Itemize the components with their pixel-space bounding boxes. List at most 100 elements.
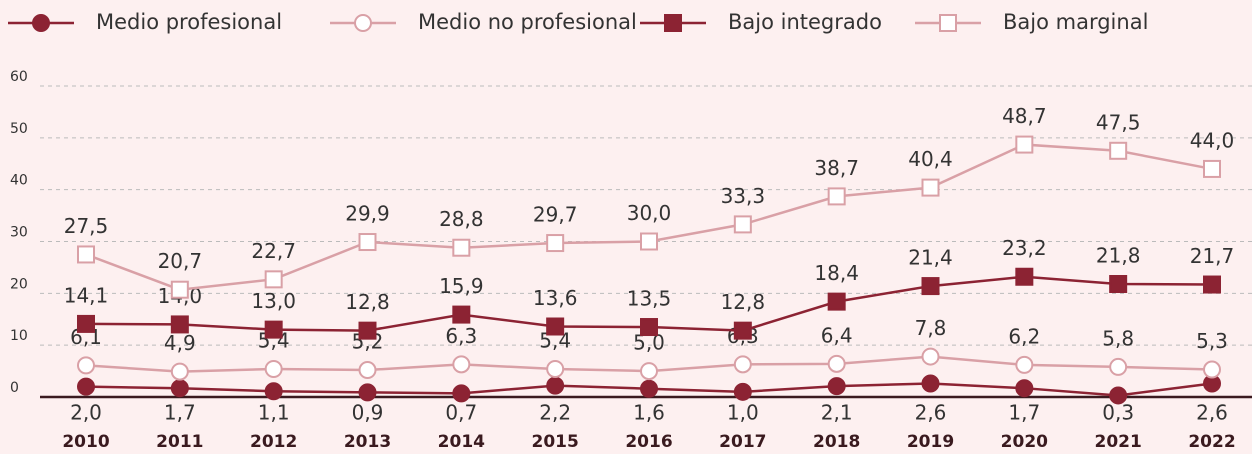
data-label: 6,2	[1008, 324, 1040, 348]
data-point	[1109, 357, 1128, 376]
data-point	[452, 305, 471, 324]
data-label: 7,8	[915, 316, 947, 340]
data-point	[827, 292, 846, 311]
data-point	[170, 362, 189, 381]
y-tick-label: 40	[10, 173, 28, 189]
x-tick-label: 2020	[1001, 432, 1048, 452]
data-label: 6,4	[821, 323, 853, 347]
data-label: 29,7	[533, 203, 578, 227]
y-tick-label: 30	[10, 225, 28, 241]
x-tick-label: 2010	[62, 432, 109, 452]
data-point	[1109, 141, 1128, 160]
data-label: 20,7	[158, 249, 203, 273]
data-label: 12,8	[345, 290, 390, 314]
data-label: 1,7	[164, 401, 196, 425]
data-label: 0,3	[1102, 401, 1134, 425]
data-label: 2,2	[539, 401, 571, 425]
data-point	[264, 360, 283, 379]
data-label: 21,8	[1096, 244, 1141, 268]
data-label: 33,3	[721, 184, 766, 208]
x-tick-label: 2013	[344, 432, 391, 452]
data-point	[546, 234, 565, 253]
data-label: 21,7	[1190, 244, 1235, 268]
data-point	[546, 360, 565, 379]
data-point	[827, 187, 846, 206]
y-tick-label: 0	[10, 380, 19, 396]
data-point	[733, 382, 752, 401]
x-tick-label: 2015	[532, 432, 579, 452]
x-tick-label: 2018	[813, 432, 860, 452]
y-tick-label: 60	[10, 69, 28, 85]
data-label: 5,8	[1102, 326, 1134, 350]
data-label: 2,0	[70, 401, 102, 425]
data-point	[1015, 267, 1034, 286]
x-tick-label: 2017	[719, 432, 766, 452]
data-point	[921, 347, 940, 366]
legend-marker	[32, 14, 50, 32]
data-point	[546, 317, 565, 336]
data-point	[827, 354, 846, 373]
data-label: 2,6	[915, 401, 947, 425]
data-point	[358, 233, 377, 252]
data-label: 18,4	[814, 261, 859, 285]
legend-label: Medio no profesional	[418, 10, 637, 34]
data-label: 13,6	[533, 286, 578, 310]
data-point	[77, 356, 95, 375]
x-tick-label: 2016	[625, 432, 672, 452]
data-point	[1203, 159, 1221, 178]
legend-label: Bajo integrado	[728, 10, 882, 34]
data-label: 27,5	[64, 214, 109, 238]
data-label: 44,0	[1190, 128, 1235, 152]
data-point	[358, 383, 377, 402]
data-point	[546, 376, 565, 395]
data-label: 5,3	[1196, 329, 1228, 353]
x-tick-label: 2011	[156, 432, 203, 452]
x-tick-label: 2022	[1188, 432, 1235, 452]
data-point	[77, 245, 95, 264]
data-label: 21,4	[908, 246, 953, 270]
data-point	[452, 384, 471, 403]
data-label: 0,9	[352, 401, 384, 425]
data-point	[1109, 275, 1128, 294]
x-tick-label: 2019	[907, 432, 954, 452]
data-point	[733, 321, 752, 340]
x-tick-label: 2014	[438, 432, 485, 452]
data-point	[358, 321, 377, 340]
data-label: 13,5	[627, 287, 672, 311]
data-label: 29,9	[345, 202, 390, 226]
data-label: 1,0	[727, 401, 759, 425]
y-tick-label: 50	[10, 121, 28, 137]
data-point	[733, 355, 752, 374]
data-point	[1203, 275, 1221, 294]
data-label: 22,7	[251, 239, 296, 263]
y-tick-label: 20	[10, 276, 28, 292]
data-label: 14,1	[64, 283, 109, 307]
data-label: 13,0	[251, 289, 296, 313]
data-point	[358, 361, 377, 380]
legend-marker	[354, 14, 372, 32]
data-label: 4,9	[164, 331, 196, 355]
data-label: 48,7	[1002, 104, 1047, 128]
data-label: 15,9	[439, 274, 484, 298]
data-label: 23,2	[1002, 236, 1047, 260]
data-point	[1203, 360, 1221, 379]
data-label: 38,7	[814, 156, 859, 180]
data-point	[77, 377, 95, 396]
data-point	[1015, 379, 1034, 398]
data-label: 30,0	[627, 201, 672, 225]
data-point	[640, 232, 658, 251]
data-label: 12,8	[721, 290, 766, 314]
data-label: 0,7	[445, 401, 477, 425]
x-tick-label: 2012	[250, 432, 297, 452]
data-point	[264, 270, 283, 289]
data-label: 2,1	[821, 401, 853, 425]
y-tick-label: 10	[10, 328, 28, 344]
data-label: 1,1	[258, 401, 290, 425]
x-tick-label: 2021	[1095, 432, 1142, 452]
data-point	[170, 379, 189, 398]
data-point	[1015, 355, 1034, 374]
data-label: 2,6	[1196, 401, 1228, 425]
data-point	[77, 314, 95, 333]
data-point	[1109, 386, 1128, 405]
